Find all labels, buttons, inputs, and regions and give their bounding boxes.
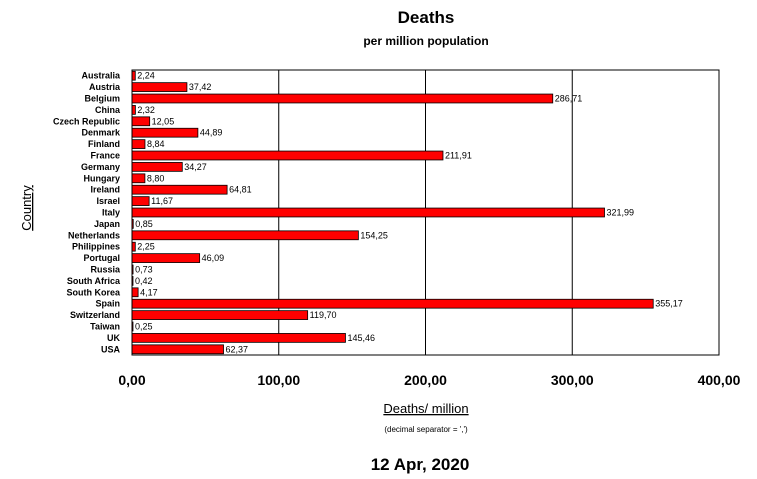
bar	[131, 230, 359, 241]
data-label: 8,80	[147, 173, 165, 183]
data-label: 34,27	[184, 162, 207, 172]
category-label: Spain	[95, 299, 120, 309]
y-axis-label: Country	[19, 185, 34, 231]
category-label: Israel	[96, 196, 120, 206]
data-label: 321,99	[607, 208, 635, 218]
category-label: Belgium	[84, 94, 120, 104]
category-label: Denmark	[81, 128, 121, 138]
data-label: 4,17	[140, 287, 158, 297]
category-label: Taiwan	[90, 322, 120, 332]
x-tick-label: 300,00	[551, 372, 594, 388]
data-label: 37,42	[189, 82, 212, 92]
x-tick-labels: 0,00 100,00 200,00 300,00 400,00	[118, 372, 740, 388]
bar	[131, 93, 554, 104]
category-label: Netherlands	[68, 230, 120, 240]
category-label: Philippines	[72, 242, 120, 252]
data-label: 154,25	[360, 230, 388, 240]
x-tick-label: 200,00	[404, 372, 447, 388]
category-label: France	[90, 151, 120, 161]
data-label: 11,67	[151, 196, 173, 206]
bar	[131, 344, 224, 355]
bar	[131, 184, 228, 195]
data-label: 0,42	[135, 276, 153, 286]
bar	[131, 196, 150, 206]
category-label: Japan	[94, 219, 120, 229]
data-label: 2,25	[137, 242, 155, 252]
bar	[131, 298, 654, 309]
bar	[131, 162, 183, 172]
bar	[131, 173, 146, 184]
chart-date: 12 Apr, 2020	[371, 455, 470, 474]
category-label: Hungary	[83, 173, 120, 183]
data-label: 64,81	[229, 185, 252, 195]
bar	[131, 253, 201, 263]
bar	[131, 105, 136, 115]
category-label: Australia	[81, 71, 121, 81]
plot-frame	[131, 69, 720, 356]
category-label: Czech Republic	[53, 116, 120, 126]
chart-subtitle: per million population	[363, 34, 488, 48]
data-label: 44,89	[200, 128, 223, 138]
category-label: Austria	[89, 82, 121, 92]
category-label: USA	[101, 344, 121, 354]
bar	[131, 287, 139, 298]
data-label: 211,91	[445, 151, 472, 161]
bar	[131, 310, 309, 320]
data-label: 0,73	[135, 265, 153, 275]
category-label: China	[95, 105, 121, 115]
category-label: UK	[107, 333, 120, 343]
data-label: 8,84	[147, 139, 165, 149]
category-label: Switzerland	[70, 310, 120, 320]
data-label: 0,25	[135, 322, 153, 332]
category-label: South Korea	[66, 287, 120, 297]
x-axis-label: Deaths/ million	[383, 401, 468, 416]
data-label: 2,32	[137, 105, 155, 115]
category-label: Russia	[90, 265, 121, 275]
separator-note: (decimal separator = ',')	[384, 425, 468, 434]
x-tick-label: 0,00	[118, 372, 145, 388]
category-label: Germany	[81, 162, 120, 172]
data-label: 12,05	[152, 116, 175, 126]
data-label: 2,24	[137, 71, 155, 81]
bar	[131, 82, 188, 92]
bar	[131, 139, 146, 149]
bar	[131, 127, 199, 138]
category-label: Portugal	[83, 253, 120, 263]
category-label: Italy	[102, 208, 120, 218]
data-label: 62,37	[226, 344, 249, 354]
bar	[131, 150, 444, 161]
data-label: 145,46	[347, 333, 375, 343]
category-label: Ireland	[90, 185, 120, 195]
bar	[131, 333, 346, 343]
data-label: 286,71	[555, 94, 583, 104]
chart-title: Deaths	[398, 8, 455, 27]
category-label: South Africa	[67, 276, 121, 286]
category-label: Finland	[88, 139, 120, 149]
bars	[131, 70, 654, 355]
data-label: 119,70	[310, 310, 337, 320]
data-label: 0,85	[135, 219, 153, 229]
data-label: 355,17	[655, 299, 683, 309]
x-tick-label: 100,00	[257, 372, 300, 388]
bar	[131, 207, 605, 218]
bar	[131, 116, 151, 127]
x-tick-label: 400,00	[698, 372, 741, 388]
data-label: 46,09	[202, 253, 225, 263]
